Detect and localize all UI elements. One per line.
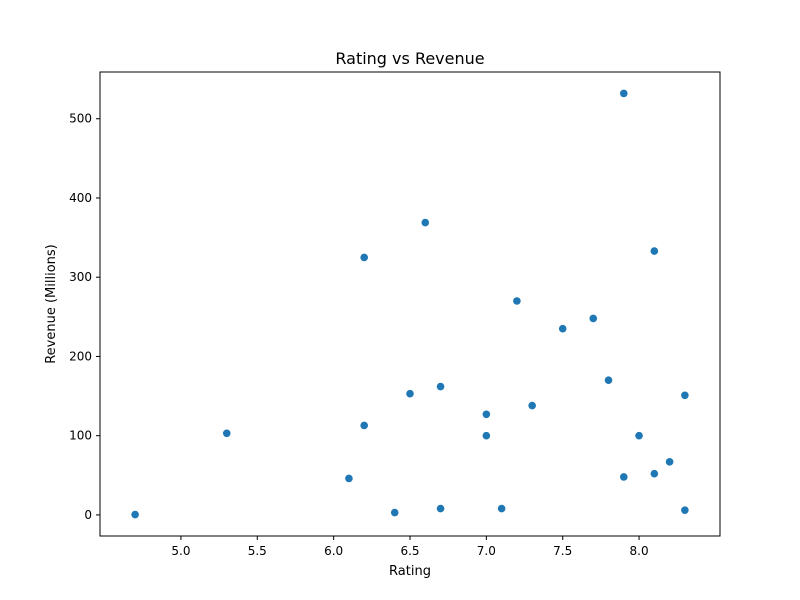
data-point [650,247,659,255]
x-tick-label: 6.0 [324,544,343,558]
data-point [619,473,628,481]
data-point [406,389,414,398]
y-axis-ticks: 0 100 200 300 400 500 [69,112,100,522]
data-point [390,508,399,517]
data-point [482,410,491,419]
y-tick-label: 0 [84,508,92,522]
plot-area-frame [99,71,721,537]
x-tick-label: 7.5 [553,544,572,558]
data-point [650,469,659,478]
data-point [360,421,368,430]
x-tick-label: 5.5 [248,544,267,558]
data-point [665,458,674,466]
data-point [604,376,613,385]
data-point [131,510,139,519]
data-point [497,504,506,513]
data-point [513,297,521,305]
y-axis-label: Revenue (Millions) [44,244,59,364]
x-axis-ticks: 5.0 5.5 6.0 6.5 7.0 7.5 8.0 [171,536,649,558]
data-point [681,391,689,400]
data-point [528,401,536,410]
x-axis-label: Rating [389,564,431,579]
data-point [436,382,445,391]
data-point [619,89,628,98]
y-tick-label: 400 [69,191,92,205]
y-tick-label: 100 [69,429,92,443]
data-point [222,429,231,438]
data-point [635,431,643,440]
x-tick-label: 5.0 [171,544,190,558]
data-points [131,89,689,519]
y-tick-label: 300 [69,270,92,284]
y-tick-label: 500 [69,112,92,126]
data-point [421,218,430,227]
x-tick-label: 6.5 [400,544,419,558]
y-tick-label: 200 [69,349,92,363]
data-point [360,253,368,262]
data-point [482,431,491,440]
data-point [589,314,598,323]
chart-title: Rating vs Revenue [335,49,484,68]
data-point [681,506,689,514]
data-point [558,324,567,333]
data-point [436,504,445,513]
data-point [345,474,353,483]
x-tick-label: 7.0 [477,544,496,558]
x-tick-label: 8.0 [630,544,649,558]
